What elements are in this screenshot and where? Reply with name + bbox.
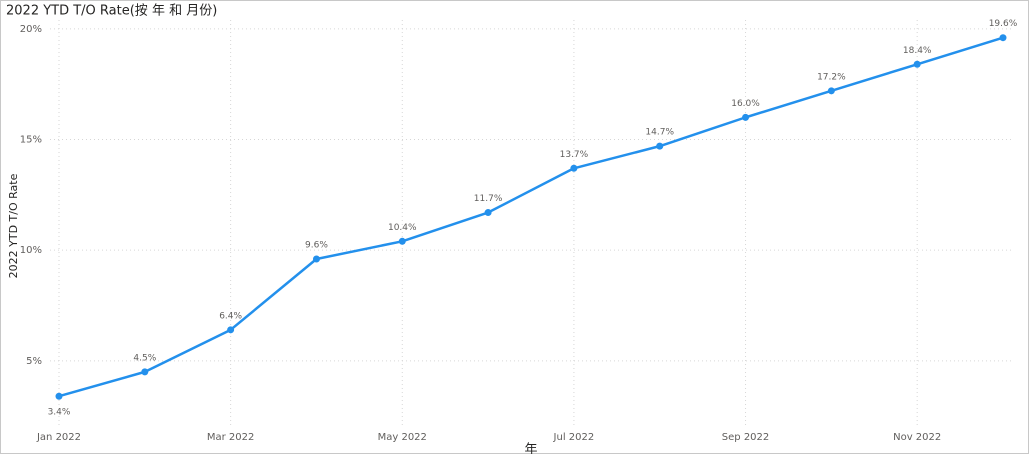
- point: [913, 60, 921, 68]
- point: [484, 209, 492, 217]
- data-label: 14.7%: [645, 128, 674, 138]
- point: [312, 255, 320, 263]
- data-label: 3.4%: [48, 408, 71, 418]
- point: [656, 142, 664, 150]
- data-label: 17.2%: [817, 72, 846, 82]
- point: [398, 237, 406, 245]
- line: [58, 36, 1004, 398]
- data-label: 9.6%: [305, 241, 328, 251]
- point: [742, 113, 750, 121]
- data-label: 10.4%: [388, 223, 417, 233]
- x-tick-label: Jul 2022: [553, 432, 595, 443]
- data-label: 4.5%: [133, 353, 156, 363]
- data-label: 6.4%: [219, 311, 242, 321]
- data-label: 18.4%: [903, 46, 932, 56]
- x-tick-label: Sep 2022: [722, 432, 769, 443]
- x-tick-label: Jan 2022: [36, 432, 81, 443]
- data-label: 19.6%: [989, 19, 1018, 29]
- y-tick-label: 10%: [20, 245, 42, 256]
- point: [570, 164, 578, 172]
- y-tick-label: 5%: [26, 356, 42, 367]
- data-label: 16.0%: [731, 99, 760, 109]
- x-tick-label: Mar 2022: [207, 432, 255, 443]
- y-axis-label: 2022 YTD T/O Rate: [7, 173, 20, 278]
- point: [227, 326, 235, 334]
- point: [827, 87, 835, 95]
- point: [55, 392, 63, 400]
- x-axis-label: 年: [524, 443, 537, 454]
- y-tick-label: 15%: [20, 135, 42, 146]
- data-label: 13.7%: [560, 150, 589, 160]
- chart-title: 2022 YTD T/O Rate(按 年 和 月份): [6, 4, 217, 19]
- x-tick-label: Nov 2022: [893, 432, 941, 443]
- point: [141, 368, 149, 376]
- data-label: 11.7%: [474, 194, 503, 204]
- point: [999, 34, 1007, 42]
- y-tick-label: 20%: [20, 24, 42, 35]
- x-tick-label: May 2022: [378, 432, 427, 443]
